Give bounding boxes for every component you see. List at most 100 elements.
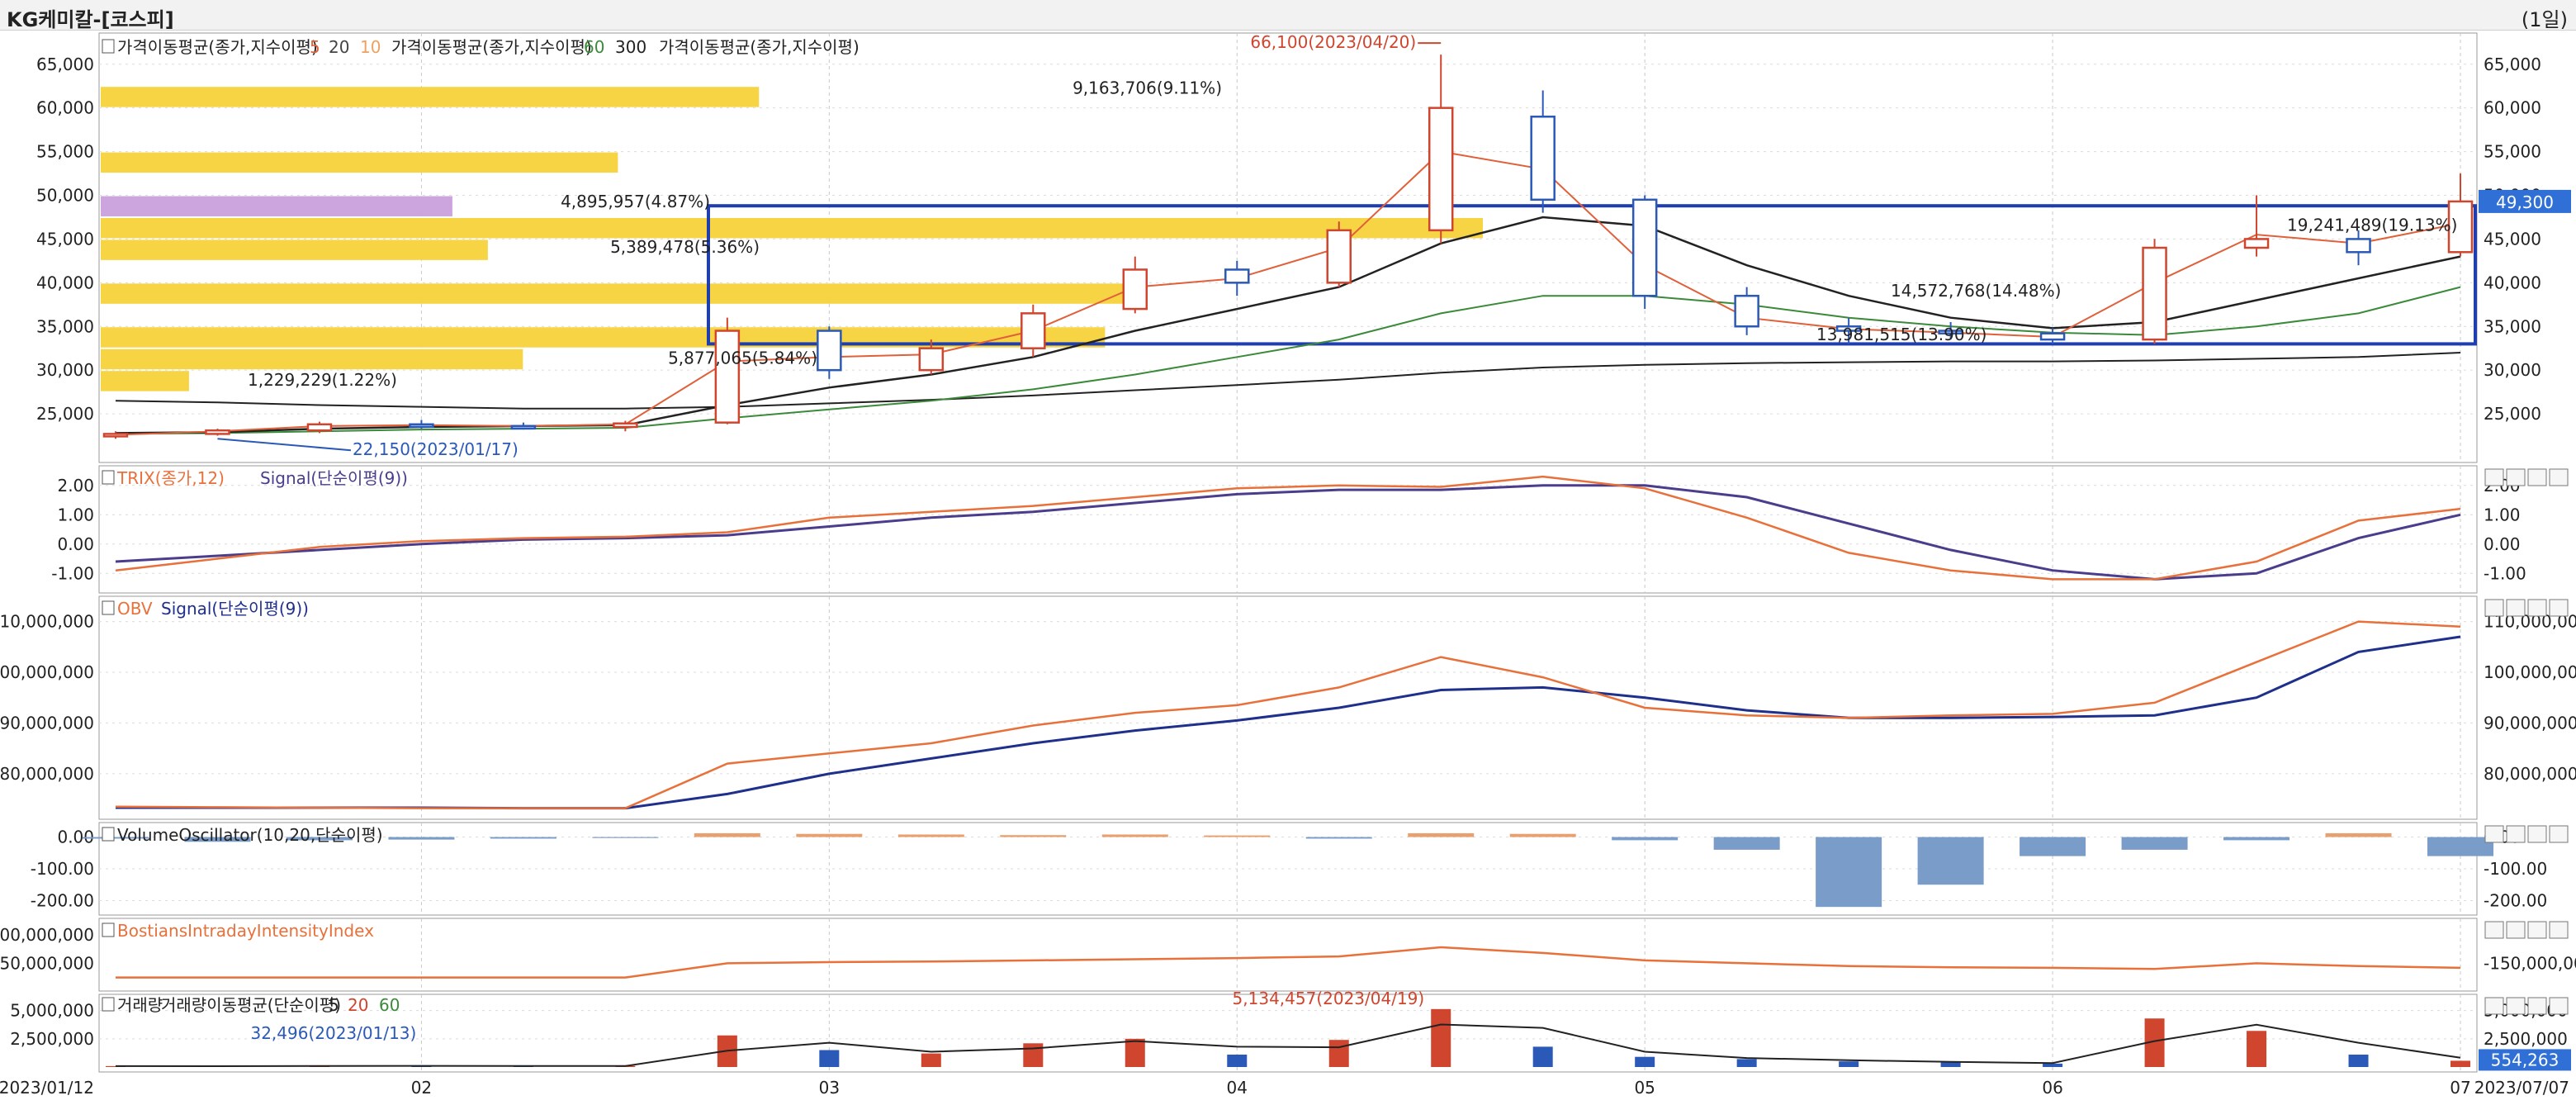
bii-legend-checkbox[interactable] [102, 922, 115, 937]
price-tick-label: 40,000 [36, 273, 94, 292]
volume-legend-checkbox[interactable] [102, 997, 115, 1012]
candle-body [1326, 229, 1352, 284]
bii-line [116, 946, 2461, 979]
price-tick-label-right: 40,000 [2484, 273, 2541, 292]
bii-panel-button[interactable] [2506, 921, 2526, 939]
vol-tick-label: 2,500,000 [10, 1029, 94, 1049]
ma5-line [115, 150, 2461, 436]
volume-bar [1940, 1062, 1961, 1067]
vol-panel-button[interactable] [2549, 997, 2569, 1015]
x-axis-month-label: 04 [1227, 1078, 1248, 1098]
vo-legend-checkbox[interactable] [102, 827, 115, 842]
obv-tick-label: 90,000,000 [0, 713, 94, 733]
volume-profile-label: 19,241,489(19.13%) [2287, 216, 2457, 235]
vo-bar [694, 832, 760, 837]
obv-line [115, 620, 2461, 809]
obv-panel-button[interactable] [2527, 599, 2547, 617]
obv-tick-label-right: 80,000,000 [2484, 764, 2576, 784]
vo-bar [1408, 832, 1475, 837]
obv-panel-button[interactable] [2484, 599, 2504, 617]
bii-legend-item: BostiansIntradayIntensityIndex [117, 921, 374, 941]
vo-bar [1305, 837, 1372, 839]
vo-bar [1000, 835, 1067, 837]
candle-body [510, 424, 537, 430]
obv-panel-button[interactable] [2506, 599, 2526, 617]
vo-panel-button[interactable] [2527, 825, 2547, 843]
vo-tick-label-right: -100.00 [2484, 859, 2547, 879]
volume-profile-label: 5,877,065(5.84%) [668, 349, 817, 368]
price-tick-label: 45,000 [36, 229, 94, 249]
vol-panel-button[interactable] [2506, 997, 2526, 1015]
candle-body [2243, 238, 2270, 249]
volume-profile-bar [101, 196, 452, 216]
trix-tick-label: 1.00 [57, 505, 94, 524]
price-legend-item: 300 [615, 37, 646, 57]
volume-bar [1431, 1008, 1451, 1067]
vol-panel-button[interactable] [2484, 997, 2504, 1015]
obv-tick-label: 110,000,000 [0, 612, 94, 632]
candle-body [1835, 325, 1862, 332]
vo-bar [2223, 837, 2290, 841]
bii-panel-button[interactable] [2527, 921, 2547, 939]
volume-legend-item: 60 [379, 995, 400, 1015]
vo-bar [1713, 837, 1780, 850]
trix-panel-button[interactable] [2527, 468, 2547, 486]
obv-tick-label-right: 90,000,000 [2484, 713, 2576, 733]
trix-panel-button[interactable] [2549, 468, 2569, 486]
vo-bar [1204, 835, 1271, 837]
price-tick-label-right: 65,000 [2484, 55, 2541, 74]
volume-profile-label: 5,389,478(5.36%) [610, 237, 760, 257]
price-tick-label-right: 55,000 [2484, 142, 2541, 162]
vo-bar [490, 837, 556, 839]
price-legend-checkbox[interactable] [102, 39, 115, 54]
price-tick-label: 35,000 [36, 316, 94, 336]
vo-bar [2427, 837, 2493, 856]
price-low-pointer [217, 438, 352, 452]
vo-bar [1612, 837, 1679, 841]
price-tick-label-right: 45,000 [2484, 229, 2541, 249]
trix-panel-button[interactable] [2484, 468, 2504, 486]
volume-legend-item: 거래량이동평균(단순이평) [161, 995, 341, 1015]
vo-tick-label-right: -200.00 [2484, 890, 2547, 910]
volume-bar [819, 1050, 840, 1067]
vol-frame [98, 994, 2478, 1073]
trix-tick-label: -1.00 [51, 563, 94, 583]
candle-body [817, 330, 842, 372]
bii-panel-button[interactable] [2549, 921, 2569, 939]
candle-body [2346, 238, 2371, 254]
trix-panel-button[interactable] [2506, 468, 2526, 486]
vo-bar [1101, 834, 1168, 837]
price-high-annotation: 66,100(2023/04/20) [1250, 32, 1416, 52]
price-tick-label: 25,000 [36, 404, 94, 424]
candle-body [1631, 198, 1658, 297]
volume-legend-item: 5 [329, 995, 339, 1015]
period-label[interactable]: (1일) [2521, 8, 2568, 31]
volume-bar [2451, 1060, 2470, 1067]
volume-bar [2043, 1063, 2063, 1067]
volume-legend-item: 거래량 [117, 995, 163, 1015]
x-axis-month-label: 05 [1634, 1078, 1655, 1098]
candle-body [102, 433, 129, 438]
price-legend-item: 60 [584, 37, 604, 57]
obv-panel-button[interactable] [2549, 599, 2569, 617]
candle-body [1122, 268, 1148, 311]
volume-bar [1125, 1038, 1145, 1067]
vo-panel-button[interactable] [2549, 825, 2569, 843]
vo-panel-button[interactable] [2484, 825, 2504, 843]
candle-body [1428, 107, 1454, 232]
obv-legend-checkbox[interactable] [102, 600, 115, 615]
candle-body [918, 347, 945, 372]
trix-tick-label-right: 1.00 [2484, 505, 2521, 524]
bii-panel-button[interactable] [2484, 921, 2504, 939]
vo-panel-button[interactable] [2506, 825, 2526, 843]
vo-tick-label: -100.00 [31, 859, 94, 879]
volume-ma5-line [115, 1023, 2461, 1068]
candle-body [1734, 294, 1759, 328]
volume-profile-bar [101, 371, 189, 391]
price-tick-label-right: 35,000 [2484, 316, 2541, 336]
price-tick-label: 65,000 [36, 55, 94, 74]
current-volume-badge [2479, 1049, 2571, 1071]
volume-bar [1328, 1040, 1349, 1067]
trix-legend-checkbox[interactable] [102, 470, 115, 485]
vol-panel-button[interactable] [2527, 997, 2547, 1015]
